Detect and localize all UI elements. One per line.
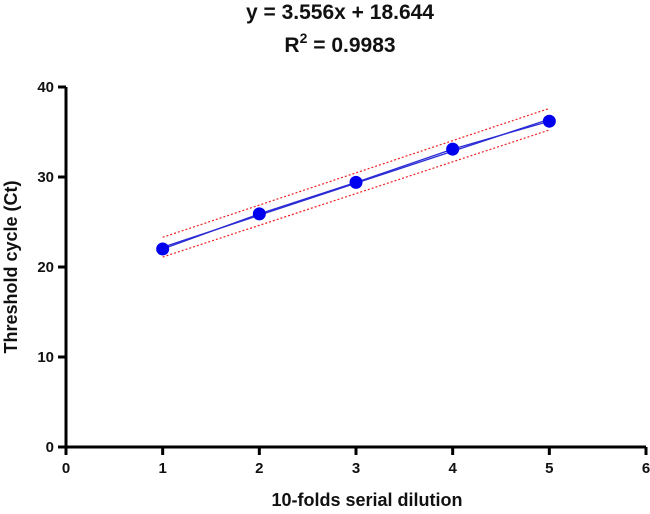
- r-squared-base: R: [284, 34, 299, 57]
- y-axis-label: Threshold cycle (Ct): [1, 180, 21, 353]
- y-tick-label: 20: [37, 259, 54, 276]
- y-tick-label: 40: [37, 79, 54, 96]
- y-tick-label: 0: [46, 439, 54, 456]
- data-point: [252, 207, 266, 221]
- x-tick-label: 3: [352, 460, 360, 477]
- confidence-band-lower: [162, 129, 550, 258]
- data-point: [542, 114, 556, 128]
- data-point: [349, 175, 363, 189]
- x-tick-label: 1: [158, 460, 166, 477]
- x-tick-label: 6: [642, 460, 650, 477]
- y-tick-label: 10: [37, 349, 54, 366]
- data-point: [446, 142, 460, 156]
- r-squared-value: = 0.9983: [307, 34, 395, 57]
- x-tick-label: 0: [62, 460, 70, 477]
- x-tick-label: 2: [255, 460, 263, 477]
- confidence-band-upper: [162, 107, 550, 238]
- x-axis-label: 10-folds serial dilution: [271, 490, 462, 510]
- y-tick-label: 30: [37, 169, 54, 186]
- r-squared-superscript: 2: [300, 30, 308, 46]
- chart-title-r-squared: R2 = 0.9983: [284, 30, 395, 57]
- x-tick-label: 5: [545, 460, 553, 477]
- chart-title-equation: y = 3.556x + 18.644: [246, 1, 434, 24]
- plot-area: 0 1 2 3 4 5 6 0 10 20 30 40: [37, 79, 650, 477]
- data-point: [156, 242, 170, 256]
- x-tick-label: 4: [448, 460, 457, 477]
